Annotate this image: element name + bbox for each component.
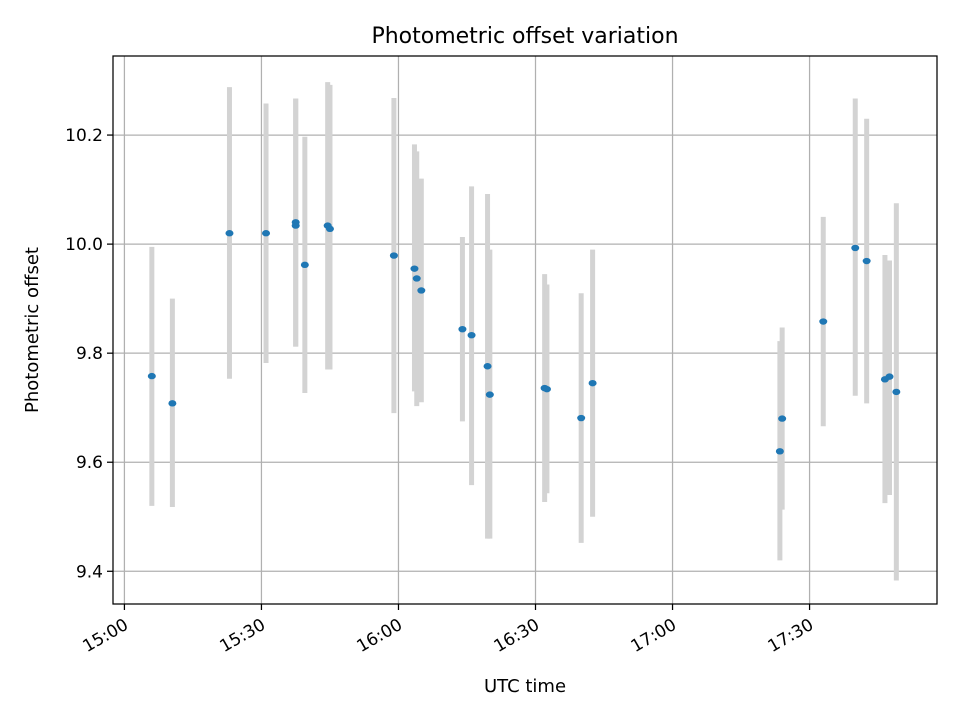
y-axis-ticks: 9.4 9.6 9.8 10.0 10.2 — [65, 126, 113, 582]
data-point — [819, 318, 828, 325]
data-point — [851, 244, 860, 252]
y-tick-label: 9.8 — [76, 344, 103, 364]
data-point — [458, 325, 467, 333]
data-point — [300, 261, 309, 269]
x-axis-label: UTC time — [484, 676, 566, 697]
data-point — [862, 257, 871, 265]
data-point — [577, 414, 586, 422]
y-tick-label: 9.6 — [76, 453, 103, 473]
data-point — [588, 379, 597, 387]
data-point — [291, 222, 300, 229]
y-axis-label: Photometric offset — [22, 247, 43, 413]
chart-title: Photometric offset variation — [371, 24, 678, 49]
y-tick-label: 9.4 — [76, 562, 103, 582]
data-points — [147, 219, 901, 455]
data-point — [775, 448, 784, 455]
data-point — [542, 385, 551, 393]
data-point — [885, 373, 894, 380]
data-point — [778, 415, 787, 422]
data-point — [225, 230, 234, 237]
plot-frame — [112, 55, 938, 605]
y-tick-label: 10.0 — [65, 235, 103, 255]
y-tick-label: 10.2 — [65, 126, 103, 146]
grid-lines — [113, 56, 937, 604]
data-point — [389, 252, 398, 259]
data-point — [485, 391, 494, 398]
data-point — [483, 363, 492, 370]
data-point — [168, 400, 177, 407]
data-point — [410, 265, 419, 272]
data-point — [262, 230, 271, 237]
data-point — [417, 287, 426, 294]
data-point — [892, 388, 901, 396]
data-point — [147, 372, 156, 380]
data-point — [325, 225, 334, 233]
data-point — [412, 275, 421, 282]
data-point — [467, 331, 476, 339]
